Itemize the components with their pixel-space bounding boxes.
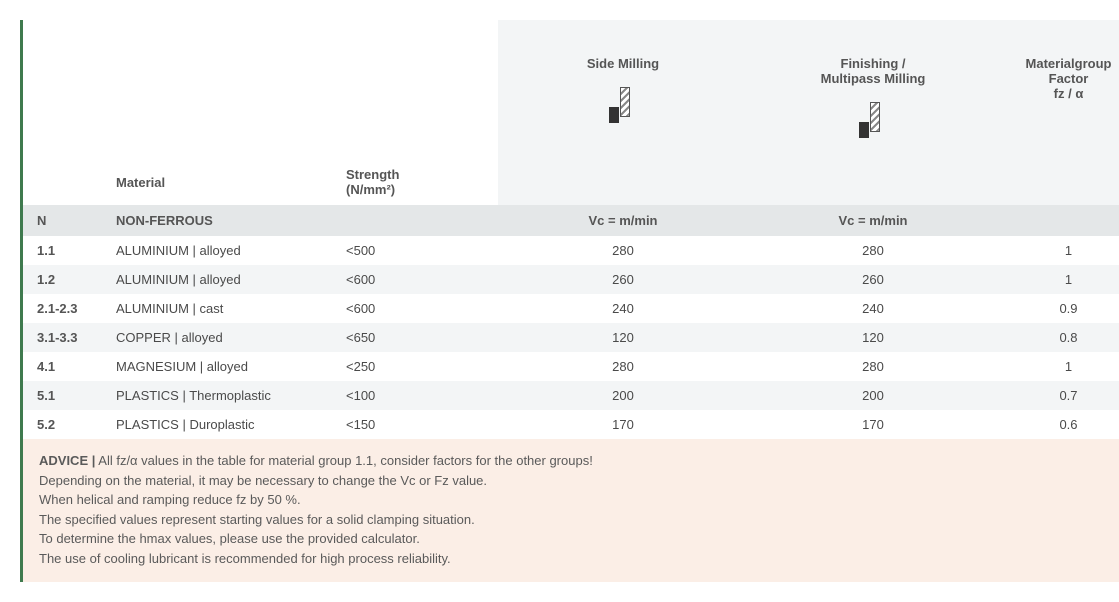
row-strength: <650 xyxy=(338,323,498,352)
row-factor-value: 1 xyxy=(998,236,1119,265)
col-material: Material xyxy=(108,159,338,205)
row-material: ALUMINIUM | cast xyxy=(108,294,338,323)
advice-line5: To determine the hmax values, please use… xyxy=(39,531,420,546)
advice-line4: The specified values represent starting … xyxy=(39,512,475,527)
row-code: 3.1-3.3 xyxy=(23,323,108,352)
table-row: 1.2ALUMINIUM | alloyed<6002602601 xyxy=(23,265,1119,294)
row-strength: <500 xyxy=(338,236,498,265)
row-code: 4.1 xyxy=(23,352,108,381)
row-material: ALUMINIUM | alloyed xyxy=(108,236,338,265)
row-factor-value: 0.8 xyxy=(998,323,1119,352)
row-code: 2.1-2.3 xyxy=(23,294,108,323)
row-finish-value: 240 xyxy=(748,294,998,323)
group-vc-side: Vc = m/min xyxy=(498,205,748,236)
advice-line1: All fz/α values in the table for materia… xyxy=(95,453,592,468)
table-row: 1.1ALUMINIUM | alloyed<5002802801 xyxy=(23,236,1119,265)
row-strength: <100 xyxy=(338,381,498,410)
side-milling-icon xyxy=(609,87,637,123)
table-row: 2.1-2.3ALUMINIUM | cast<6002402400.9 xyxy=(23,294,1119,323)
row-strength: <250 xyxy=(338,352,498,381)
milling-table: Side Milling Finishing / Multipass Milli… xyxy=(23,20,1119,439)
row-code: 1.1 xyxy=(23,236,108,265)
row-finish-value: 120 xyxy=(748,323,998,352)
table-row: 5.1PLASTICS | Thermoplastic<1002002000.7 xyxy=(23,381,1119,410)
row-code: 5.2 xyxy=(23,410,108,439)
group-name: NON-FERROUS xyxy=(108,205,338,236)
table-row: 5.2PLASTICS | Duroplastic<1501701700.6 xyxy=(23,410,1119,439)
row-factor-value: 1 xyxy=(998,265,1119,294)
row-finish-value: 280 xyxy=(748,352,998,381)
side-milling-label: Side Milling xyxy=(506,56,740,71)
advice-label: ADVICE | xyxy=(39,453,95,468)
factor-label: Materialgroup Factor fz / α xyxy=(1006,56,1119,101)
row-material: MAGNESIUM | alloyed xyxy=(108,352,338,381)
advice-box: ADVICE | All fz/α values in the table fo… xyxy=(23,439,1119,582)
row-factor-value: 0.9 xyxy=(998,294,1119,323)
row-finish-value: 170 xyxy=(748,410,998,439)
row-side-value: 280 xyxy=(498,236,748,265)
row-strength: <600 xyxy=(338,265,498,294)
row-side-value: 280 xyxy=(498,352,748,381)
header-factor: Materialgroup Factor fz / α xyxy=(998,20,1119,159)
row-material: COPPER | alloyed xyxy=(108,323,338,352)
row-material: ALUMINIUM | alloyed xyxy=(108,265,338,294)
row-side-value: 240 xyxy=(498,294,748,323)
row-side-value: 260 xyxy=(498,265,748,294)
header-row-labels: Material Strength (N/mm²) xyxy=(23,159,1119,205)
row-code: 1.2 xyxy=(23,265,108,294)
row-strength: <150 xyxy=(338,410,498,439)
row-material: PLASTICS | Thermoplastic xyxy=(108,381,338,410)
row-side-value: 170 xyxy=(498,410,748,439)
row-side-value: 200 xyxy=(498,381,748,410)
advice-line2: Depending on the material, it may be nec… xyxy=(39,473,487,488)
row-factor-value: 0.7 xyxy=(998,381,1119,410)
group-code: N xyxy=(23,205,108,236)
group-vc-finish: Vc = m/min xyxy=(748,205,998,236)
col-strength: Strength (N/mm²) xyxy=(338,159,498,205)
row-code: 5.1 xyxy=(23,381,108,410)
advice-line3: When helical and ramping reduce fz by 50… xyxy=(39,492,301,507)
table-row: 3.1-3.3COPPER | alloyed<6501201200.8 xyxy=(23,323,1119,352)
row-finish-value: 200 xyxy=(748,381,998,410)
finishing-label: Finishing / Multipass Milling xyxy=(756,56,990,86)
row-material: PLASTICS | Duroplastic xyxy=(108,410,338,439)
row-side-value: 120 xyxy=(498,323,748,352)
advice-line6: The use of cooling lubricant is recommen… xyxy=(39,551,451,566)
group-row: N NON-FERROUS Vc = m/min Vc = m/min xyxy=(23,205,1119,236)
header-row-icons: Side Milling Finishing / Multipass Milli… xyxy=(23,20,1119,159)
header-finishing: Finishing / Multipass Milling xyxy=(748,20,998,159)
milling-table-container: Side Milling Finishing / Multipass Milli… xyxy=(20,20,1119,582)
table-body: N NON-FERROUS Vc = m/min Vc = m/min 1.1A… xyxy=(23,205,1119,439)
row-finish-value: 280 xyxy=(748,236,998,265)
finishing-icon xyxy=(859,102,887,138)
row-factor-value: 0.6 xyxy=(998,410,1119,439)
row-factor-value: 1 xyxy=(998,352,1119,381)
table-row: 4.1MAGNESIUM | alloyed<2502802801 xyxy=(23,352,1119,381)
row-finish-value: 260 xyxy=(748,265,998,294)
header-side-milling: Side Milling xyxy=(498,20,748,159)
row-strength: <600 xyxy=(338,294,498,323)
